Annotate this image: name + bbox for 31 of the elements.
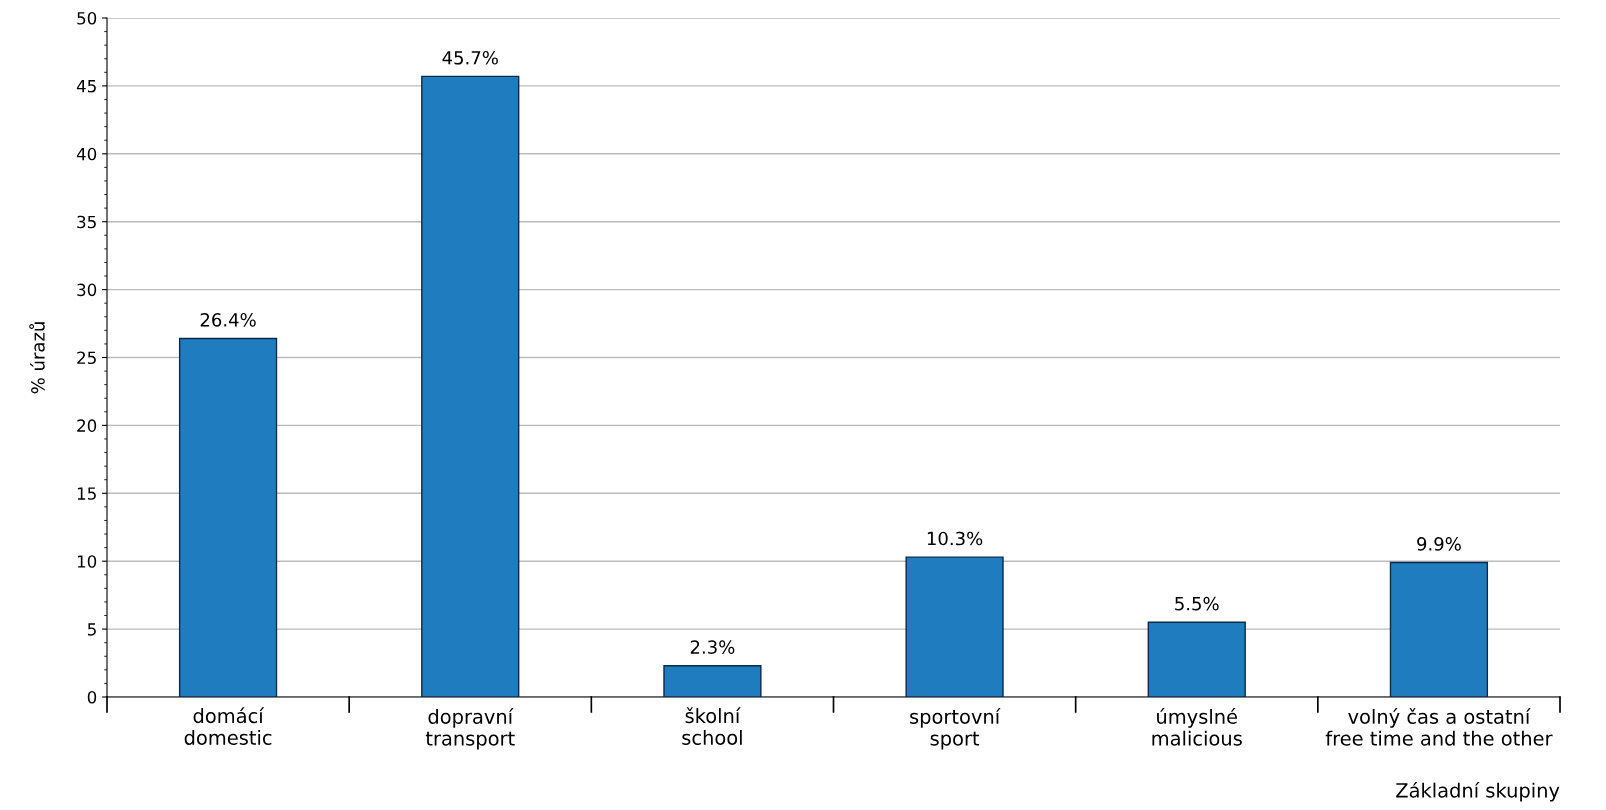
y-tick-label: 40 [76,147,97,161]
bar [663,665,762,697]
data-label: 5.5% [1175,596,1219,611]
x-tick-label: volný čas a ostatní free time and the other [1325,708,1553,746]
bar [1147,621,1246,697]
x-tick-label: školní school [682,707,742,745]
y-tick-label: 25 [77,351,96,365]
bar [178,337,278,697]
y-tick-label: 15 [77,487,96,500]
y-tick-label: 30 [77,283,97,297]
x-tick-label: úmyslné malicious [1152,708,1242,746]
data-label: 45.7% [442,50,498,65]
y-tick-label: 50 [77,11,97,25]
data-label: 26.4% [200,313,256,327]
y-tick-label: 10 [77,555,97,568]
bar [905,556,1004,697]
data-label: 9.9% [1417,537,1461,551]
data-label: 2.3% [690,640,735,654]
bar [421,75,520,697]
y-tick-label: 45 [76,80,96,93]
y-axis-title: % úrazů [29,322,45,394]
x-tick-label: dopravní transport [425,708,515,750]
x-tick-label: sportovní sport [910,708,1001,750]
y-tick-label: 20 [77,419,97,432]
x-axis-title: Základní skupiny [1396,781,1560,802]
data-label: 10.3% [927,531,983,546]
y-tick-label: 0 [87,690,97,704]
bar [1389,561,1489,697]
y-tick-label: 35 [77,215,96,229]
x-tick-label: domácí domestic [184,707,272,745]
y-tick-label: 5 [87,623,96,636]
